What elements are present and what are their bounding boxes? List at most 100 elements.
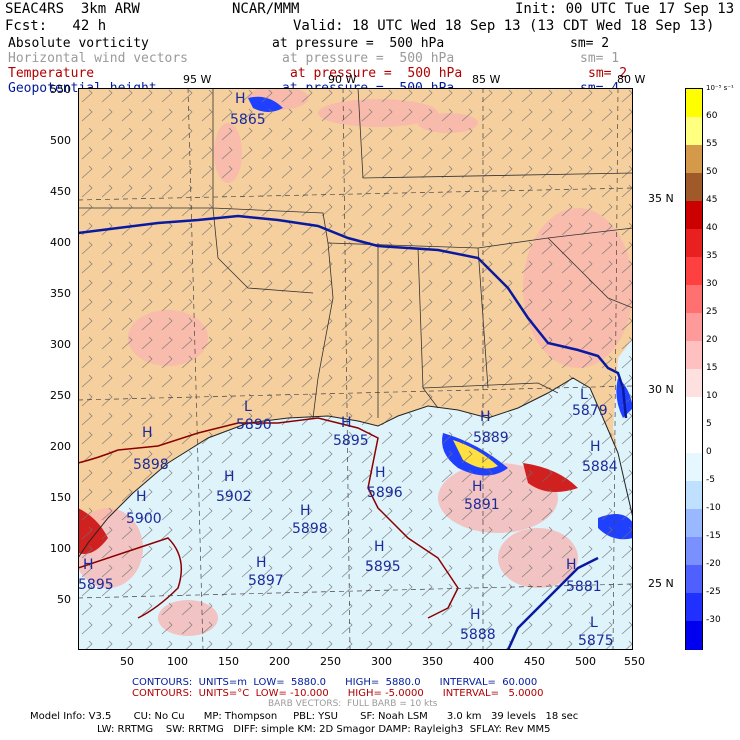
- colorbar-level-label: 35: [706, 251, 718, 261]
- x-tick: 350: [422, 655, 443, 668]
- colorbar-level-label: -5: [706, 475, 715, 485]
- high-pressure-mark: H: [472, 479, 483, 495]
- colorbar-segment: [686, 201, 702, 230]
- high-pressure-mark: H: [375, 465, 386, 481]
- y-tick: 50: [57, 593, 71, 606]
- high-pressure-mark: H: [142, 425, 153, 441]
- colorbar-level-label: 40: [706, 223, 718, 233]
- lon-label-95w: 95 W: [183, 73, 212, 86]
- x-tick: 500: [575, 655, 596, 668]
- high-pressure-mark: H: [470, 607, 481, 623]
- y-tick: 550: [50, 83, 71, 96]
- high-pressure-mark: H: [136, 489, 147, 505]
- colorbar-segment: [686, 481, 702, 510]
- colorbar-units: 10⁻⁵ s⁻¹: [706, 84, 734, 92]
- high-pressure-mark: H: [300, 503, 311, 519]
- x-tick: 250: [320, 655, 341, 668]
- y-tick: 150: [50, 491, 71, 504]
- contour-info-temperature: CONTOURS: UNITS=°C LOW= -10.000 HIGH= -5…: [132, 688, 544, 699]
- colorbar-segment: [686, 89, 702, 118]
- colorbar-level-label: 50: [706, 167, 718, 177]
- high-pressure-mark: H: [83, 557, 94, 573]
- high-pressure-value: 5889: [473, 430, 509, 446]
- colorbar-level-label: 20: [706, 335, 718, 345]
- high-pressure-value: 5865: [230, 112, 266, 128]
- colorbar-segment: [686, 341, 702, 370]
- y-tick: 100: [50, 542, 71, 555]
- forecast-hour: Fcst: 42 h: [5, 18, 107, 34]
- institution-label: NCAR/MMM: [232, 1, 300, 17]
- x-tick: 100: [167, 655, 188, 668]
- colorbar-level-label: 10: [706, 391, 718, 401]
- colorbar-level-label: 15: [706, 363, 718, 373]
- colorbar-segment: [686, 229, 702, 258]
- high-pressure-value: 5897: [248, 573, 284, 589]
- valid-time: Valid: 18 UTC Wed 18 Sep 13 (13 CDT Wed …: [293, 18, 715, 34]
- y-tick: 500: [50, 134, 71, 147]
- map-panel: H 5865 H 5889 H 5895 H 5902 H 5898 H 589…: [78, 88, 633, 650]
- high-pressure-value: 5888: [460, 627, 496, 643]
- high-pressure-mark: H: [480, 409, 491, 425]
- colorbar-level-label: -20: [706, 559, 721, 569]
- colorbar-segment: [686, 537, 702, 566]
- colorbar-level-label: 25: [706, 307, 718, 317]
- colorbar-segment: [686, 397, 702, 426]
- colorbar-level-label: 45: [706, 195, 718, 205]
- height-contour-5880: [78, 214, 628, 419]
- low-pressure-value: 5890: [236, 417, 272, 433]
- x-tick: 150: [218, 655, 239, 668]
- colorbar: [685, 88, 703, 650]
- colorbar-level-label: 0: [706, 447, 712, 457]
- high-pressure-value: 5896: [367, 485, 403, 501]
- high-pressure-mark: H: [374, 539, 385, 555]
- y-tick: 450: [50, 185, 71, 198]
- high-pressure-value: 5902: [216, 489, 252, 505]
- lat-label-25n: 25 N: [648, 577, 674, 590]
- colorbar-segment: [686, 173, 702, 202]
- low-pressure-value: 5879: [572, 403, 608, 419]
- high-pressure-mark: H: [235, 91, 246, 107]
- y-tick: 350: [50, 287, 71, 300]
- model-info-line2: LW: RRTMG SW: RRTMG DIFF: simple KM: 2D …: [97, 724, 551, 735]
- map-canvas: [78, 88, 633, 650]
- lon-label-80w: 80 W: [617, 73, 646, 86]
- colorbar-segment: [686, 369, 702, 398]
- colorbar-segment: [686, 117, 702, 146]
- colorbar-segment: [686, 565, 702, 594]
- colorbar-level-label: -30: [706, 615, 721, 625]
- x-tick: 300: [371, 655, 392, 668]
- colorbar-level-label: 5: [706, 419, 712, 429]
- colorbar-level-label: 60: [706, 111, 718, 121]
- lon-label-90w: 90 W: [328, 73, 357, 86]
- colorbar-segment: [686, 453, 702, 482]
- contour-info-height: CONTOURS: UNITS=m LOW= 5880.0 HIGH= 5880…: [132, 677, 538, 688]
- lat-lon-grid: [78, 88, 633, 650]
- colorbar-level-label: -15: [706, 531, 721, 541]
- x-tick: 450: [524, 655, 545, 668]
- x-tick: 200: [269, 655, 290, 668]
- high-pressure-mark: H: [256, 555, 267, 571]
- high-pressure-value: 5900: [126, 511, 162, 527]
- lon-label-85w: 85 W: [472, 73, 501, 86]
- low-pressure-mark: L: [590, 615, 598, 631]
- state-borders: [78, 88, 633, 419]
- colorbar-segment: [686, 285, 702, 314]
- colorbar-level-label: -10: [706, 503, 721, 513]
- model-title: SEAC4RS 3km ARW: [5, 1, 140, 17]
- high-pressure-value: 5898: [133, 457, 169, 473]
- high-pressure-mark: H: [566, 557, 577, 573]
- field-3-name: Temperature: [8, 66, 95, 81]
- colorbar-level-label: -25: [706, 587, 721, 597]
- field-1-pressure: at pressure = 500 hPa: [272, 36, 445, 51]
- colorbar-segment: [686, 145, 702, 174]
- init-time: Init: 00 UTC Tue 17 Sep 13: [515, 1, 735, 17]
- field-2-pressure: at pressure = 500 hPa: [282, 51, 455, 66]
- colorbar-segment: [686, 425, 702, 454]
- colorbar-segment: [686, 257, 702, 286]
- colorbar-segment: [686, 509, 702, 538]
- field-1-name: Absolute vorticity: [8, 36, 149, 51]
- lat-label-30n: 30 N: [648, 383, 674, 396]
- coastline: [78, 377, 633, 559]
- high-pressure-mark: H: [590, 439, 601, 455]
- temperature-contour: [78, 417, 459, 619]
